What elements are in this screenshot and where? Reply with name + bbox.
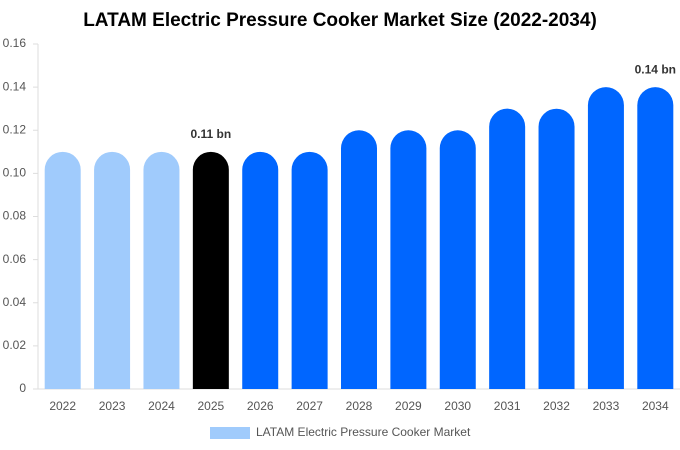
- x-tick-label: 2031: [494, 399, 521, 413]
- bar: [192, 151, 229, 389]
- x-tick-label: 2033: [593, 399, 620, 413]
- y-tick-label: 0.02: [3, 338, 27, 352]
- bar: [439, 130, 476, 390]
- bar: [341, 130, 377, 390]
- x-tick-label: 2026: [247, 399, 274, 413]
- y-tick-label: 0.10: [3, 166, 27, 180]
- bar: [587, 87, 624, 389]
- bar: [637, 87, 674, 389]
- chart-title: LATAM Electric Pressure Cooker Market Si…: [83, 10, 597, 31]
- y-tick-label: 0.06: [3, 252, 27, 266]
- y-tick-label: 0.14: [3, 79, 27, 93]
- y-tick-label: 0.08: [3, 209, 27, 223]
- x-tick-label: 2025: [197, 399, 224, 413]
- bar: [242, 151, 279, 389]
- x-tick-label: 2028: [346, 399, 373, 413]
- bar: [489, 108, 526, 389]
- x-tick-label: 2029: [395, 399, 422, 413]
- x-tick-label: 2023: [99, 399, 126, 413]
- bar: [44, 151, 81, 389]
- y-tick-label: 0.12: [3, 122, 27, 136]
- bar: [390, 130, 427, 390]
- bar: [94, 151, 131, 389]
- x-tick-label: 2034: [642, 399, 669, 413]
- x-tick-label: 2030: [444, 399, 471, 413]
- value-label: 0.11 bn: [191, 127, 232, 141]
- value-label: 0.14 bn: [635, 62, 676, 76]
- y-tick-label: 0: [19, 381, 26, 395]
- legend-label: LATAM Electric Pressure Cooker Market: [256, 425, 471, 439]
- x-tick-label: 2032: [543, 399, 570, 413]
- x-tick-label: 2027: [296, 399, 323, 413]
- legend-swatch: [210, 427, 250, 439]
- x-tick-label: 2024: [148, 399, 175, 413]
- bar: [538, 108, 575, 389]
- x-tick-label: 2022: [49, 399, 76, 413]
- y-tick-label: 0.16: [3, 36, 27, 50]
- bar: [291, 151, 328, 389]
- bar: [143, 151, 180, 389]
- y-tick-label: 0.04: [3, 295, 27, 309]
